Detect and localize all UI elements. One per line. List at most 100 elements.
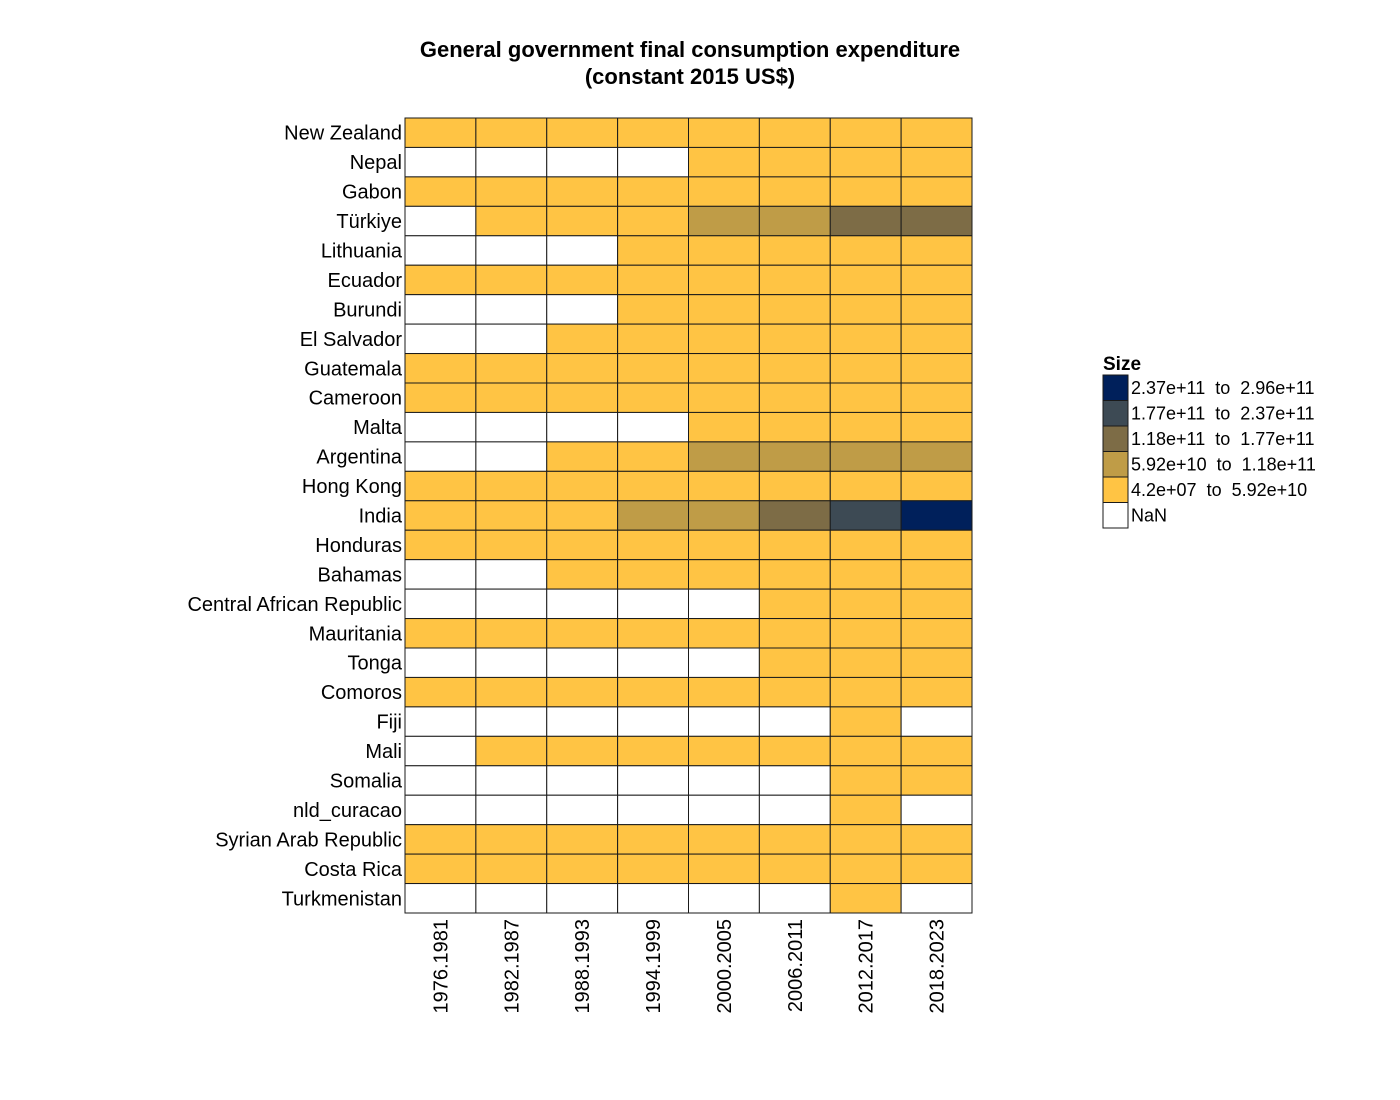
heatmap-cell <box>900 470 973 502</box>
heatmap-cell <box>617 618 689 649</box>
heatmap-cell <box>900 706 973 737</box>
heatmap-cell <box>829 470 902 502</box>
y-tick-label: Mali <box>365 741 402 763</box>
heatmap-cell <box>475 205 548 237</box>
y-tick-label: Costa Rica <box>304 859 403 881</box>
heatmap-cell <box>617 883 689 914</box>
heatmap-cell <box>475 765 548 796</box>
heatmap-cell <box>475 853 548 885</box>
heatmap-cell <box>475 618 548 649</box>
heatmap-cell <box>404 500 477 531</box>
y-tick-label: El Salvador <box>300 329 403 351</box>
heatmap-cell <box>758 264 831 296</box>
heatmap-cell <box>829 853 902 885</box>
heatmap-cell <box>475 176 548 207</box>
x-tick-label: 1976.1981 <box>430 919 452 1014</box>
y-tick-label: New Zealand <box>284 123 402 145</box>
heatmap-cell <box>688 146 760 178</box>
heatmap-cell <box>829 411 902 443</box>
heatmap-cell <box>546 500 619 531</box>
heatmap-cell <box>688 294 760 325</box>
heatmap-cell <box>404 117 477 148</box>
heatmap-cell <box>404 353 477 384</box>
heatmap-cell <box>829 146 902 178</box>
heatmap-cell <box>404 205 477 237</box>
heatmap-cell <box>688 264 760 296</box>
heatmap-cell <box>829 529 902 561</box>
heatmap-cell <box>900 735 973 767</box>
legend-swatch <box>1102 451 1129 478</box>
heatmap-cell <box>900 765 973 796</box>
y-tick-label: Comoros <box>321 682 402 704</box>
heatmap-cell <box>617 323 689 355</box>
heatmap-cell <box>475 824 548 855</box>
heatmap-cell <box>829 205 902 237</box>
heatmap-cell <box>900 824 973 855</box>
heatmap-cell <box>829 382 902 413</box>
heatmap-cell <box>546 470 619 502</box>
heatmap-cell <box>475 706 548 737</box>
heatmap-cell <box>900 146 973 178</box>
heatmap-cell <box>475 500 548 531</box>
heatmap-cell <box>617 647 689 678</box>
heatmap-cell <box>758 235 831 266</box>
heatmap-cell <box>404 853 477 885</box>
heatmap-cell <box>900 441 973 472</box>
legend-swatch <box>1102 374 1129 401</box>
heatmap-cell <box>617 588 689 620</box>
heatmap-cell <box>546 794 619 826</box>
y-tick-label: Argentina <box>316 447 402 469</box>
heatmap-cell <box>688 735 760 767</box>
heatmap-cell <box>475 647 548 678</box>
heatmap-cell <box>758 117 831 148</box>
heatmap-cell <box>758 735 831 767</box>
heatmap-cell <box>404 382 477 413</box>
y-tick-label: Hong Kong <box>302 476 402 498</box>
heatmap-cell <box>475 588 548 620</box>
heatmap-cell <box>546 676 619 708</box>
heatmap-cell <box>617 146 689 178</box>
y-tick-label: Malta <box>353 417 403 439</box>
heatmap-cell <box>829 824 902 855</box>
heatmap-cell <box>475 323 548 355</box>
heatmap-cell <box>758 824 831 855</box>
legend-label: 2.37e+11 to 2.96e+11 <box>1131 378 1315 398</box>
heatmap-cell <box>900 618 973 649</box>
y-axis-labels: New Zealand Nepal Gabon Türkiye Lithuania Ecu… <box>187 123 402 911</box>
heatmap-cell <box>404 647 477 678</box>
heatmap-cell <box>688 382 760 413</box>
heatmap-cell <box>829 706 902 737</box>
heatmap-cell <box>546 294 619 325</box>
heatmap-cell <box>617 765 689 796</box>
heatmap-cell <box>404 529 477 561</box>
heatmap-cell <box>546 588 619 620</box>
heatmap-cell <box>404 883 477 914</box>
heatmap-cell <box>829 500 902 531</box>
heatmap-cell <box>900 353 973 384</box>
heatmap-cell <box>475 353 548 384</box>
heatmap-cell <box>546 264 619 296</box>
heatmap-cell <box>546 559 619 590</box>
heatmap-cell <box>546 176 619 207</box>
heatmap-cell <box>475 294 548 325</box>
heatmap-cell <box>546 824 619 855</box>
heatmap-cell <box>688 470 760 502</box>
heatmap-cell <box>404 735 477 767</box>
heatmap-cell <box>688 883 760 914</box>
heatmap-cell <box>829 765 902 796</box>
heatmap-cell <box>900 559 973 590</box>
legend-label: NaN <box>1131 505 1167 525</box>
heatmap-cell <box>617 706 689 737</box>
heatmap-cell <box>688 618 760 649</box>
heatmap-cell <box>829 794 902 826</box>
heatmap-cell <box>688 500 760 531</box>
heatmap-cell <box>404 323 477 355</box>
heatmap-cell <box>546 323 619 355</box>
chart-subtitle: (constant 2015 US$) <box>585 64 795 89</box>
heatmap-cell <box>546 735 619 767</box>
heatmap-cell <box>546 647 619 678</box>
heatmap-cell <box>758 883 831 914</box>
heatmap-cell <box>617 853 689 885</box>
heatmap-cell <box>688 323 760 355</box>
